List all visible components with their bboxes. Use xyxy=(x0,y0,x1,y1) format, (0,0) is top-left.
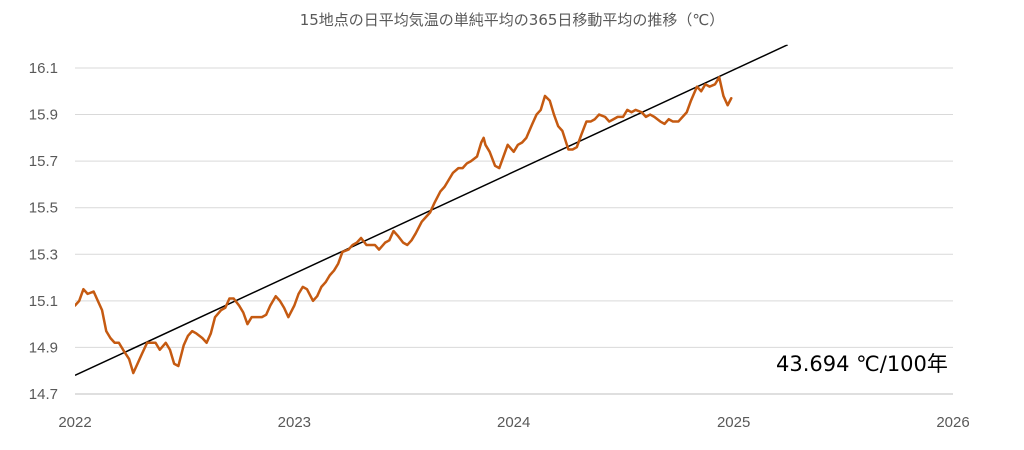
x-tick-label: 2022 xyxy=(58,414,91,431)
trend-slope-annotation: 43.694 ℃/100年 xyxy=(776,352,948,376)
y-tick-label: 14.7 xyxy=(29,386,58,403)
y-tick-label: 15.9 xyxy=(29,107,58,124)
gridlines xyxy=(75,67,953,395)
y-tick-label: 15.5 xyxy=(29,200,58,217)
plot-area xyxy=(75,44,789,377)
x-tick-label: 2024 xyxy=(497,414,530,431)
y-tick-label: 14.9 xyxy=(29,339,58,356)
chart-title: 15地点の日平均気温の単純平均の365日移動平均の推移（℃） xyxy=(300,11,725,29)
y-tick-label: 16.1 xyxy=(29,60,58,77)
x-tick-label: 2025 xyxy=(717,414,750,431)
x-axis-tick-labels: 2022 2023 2024 2025 2026 xyxy=(58,414,969,431)
x-tick-label: 2026 xyxy=(936,414,969,431)
x-tick-label: 2023 xyxy=(278,414,311,431)
y-axis-tick-labels: 14.7 14.9 15.1 15.3 15.5 15.7 15.9 16.1 xyxy=(29,60,58,403)
y-tick-label: 15.3 xyxy=(29,246,58,263)
y-tick-label: 15.7 xyxy=(29,153,58,170)
y-tick-label: 15.1 xyxy=(29,293,58,310)
series-line-moving-average xyxy=(75,76,733,375)
